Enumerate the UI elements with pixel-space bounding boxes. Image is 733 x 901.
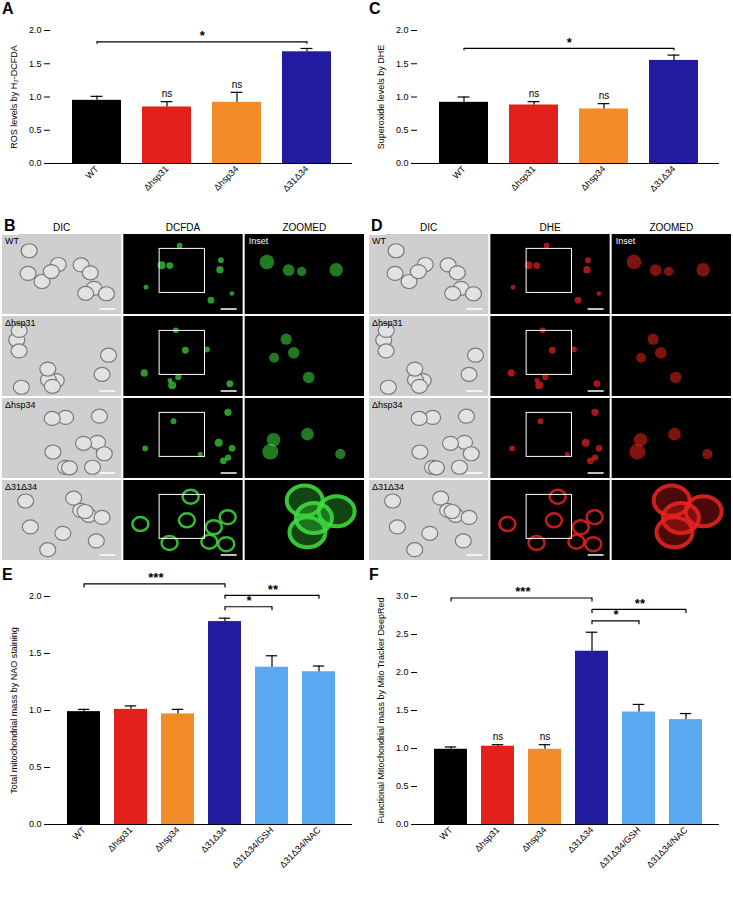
- svg-text:3.0: 3.0: [396, 591, 409, 601]
- svg-text:WT: WT: [5, 236, 19, 246]
- svg-text:ZOOMED: ZOOMED: [282, 222, 326, 233]
- svg-text:***: ***: [148, 570, 164, 585]
- svg-text:DIC: DIC: [53, 222, 70, 233]
- svg-text:Δhsp34: Δhsp34: [212, 164, 241, 193]
- svg-text:Δhsp31: Δhsp31: [5, 318, 36, 328]
- svg-text:1.5: 1.5: [29, 648, 42, 658]
- svg-text:1.0: 1.0: [29, 92, 42, 102]
- svg-text:*: *: [567, 35, 573, 50]
- svg-text:Δhsp31: Δhsp31: [473, 825, 502, 854]
- svg-text:DCFDA: DCFDA: [166, 222, 201, 233]
- svg-text:Δ31Δ34: Δ31Δ34: [199, 825, 229, 855]
- svg-text:Δhsp34: Δhsp34: [579, 164, 608, 193]
- svg-text:ns: ns: [232, 79, 243, 90]
- svg-text:Functional Mitochondrial mass: Functional Mitochondrial mass by Mito Tr…: [376, 597, 386, 823]
- svg-text:Δhsp31: Δhsp31: [106, 825, 135, 854]
- svg-text:Superoxide levels by DHE: Superoxide levels by DHE: [376, 45, 386, 150]
- svg-text:1.0: 1.0: [396, 743, 409, 753]
- html-text:F: F: [369, 566, 379, 583]
- svg-text:WT: WT: [372, 236, 386, 246]
- svg-text:Δhsp34: Δhsp34: [153, 825, 182, 854]
- svg-text:1.5: 1.5: [29, 59, 42, 69]
- svg-text:2.0: 2.0: [29, 25, 42, 35]
- svg-text:Δhsp34: Δhsp34: [372, 400, 403, 410]
- svg-text:Δhsp34: Δhsp34: [520, 825, 549, 854]
- svg-text:**: **: [635, 596, 646, 611]
- svg-text:Δ31Δ34/GSH: Δ31Δ34/GSH: [230, 825, 275, 870]
- svg-text:Total mitochondrial mass by NA: Total mitochondrial mass by NAO staining: [9, 627, 19, 794]
- svg-text:*: *: [246, 593, 252, 608]
- svg-text:Δ31Δ34/NAC: Δ31Δ34/NAC: [645, 825, 690, 870]
- svg-text:*: *: [200, 28, 206, 43]
- svg-text:ns: ns: [540, 731, 551, 742]
- html-text:B: B: [4, 217, 16, 234]
- svg-text:2.0: 2.0: [396, 667, 409, 677]
- svg-text:DHE: DHE: [539, 222, 560, 233]
- svg-text:0.0: 0.0: [29, 819, 42, 829]
- svg-text:ROS levels by H₂-DCFDA: ROS levels by H₂-DCFDA: [9, 45, 19, 149]
- svg-text:2.0: 2.0: [396, 25, 409, 35]
- svg-text:ns: ns: [162, 88, 173, 99]
- svg-text:WT: WT: [83, 164, 100, 181]
- html-text:A: A: [2, 0, 14, 17]
- svg-text:0.0: 0.0: [396, 819, 409, 829]
- svg-text:Inset: Inset: [249, 236, 269, 246]
- svg-text:Δhsp31: Δhsp31: [142, 164, 171, 193]
- svg-text:ns: ns: [529, 88, 540, 99]
- svg-text:ns: ns: [493, 731, 504, 742]
- svg-text:Δ31Δ34: Δ31Δ34: [372, 482, 404, 492]
- svg-text:Δ31Δ34: Δ31Δ34: [281, 164, 311, 194]
- svg-text:Δ31Δ34: Δ31Δ34: [5, 482, 37, 492]
- svg-text:**: **: [268, 582, 279, 597]
- svg-text:0.0: 0.0: [29, 158, 42, 168]
- svg-text:1.0: 1.0: [396, 92, 409, 102]
- svg-text:Δhsp31: Δhsp31: [372, 318, 403, 328]
- svg-text:0.5: 0.5: [29, 762, 42, 772]
- html-text:C: C: [369, 0, 381, 17]
- svg-text:Δhsp31: Δhsp31: [509, 164, 538, 193]
- svg-text:0.0: 0.0: [396, 158, 409, 168]
- svg-text:Δ31Δ34/NAC: Δ31Δ34/NAC: [278, 825, 323, 870]
- html-text:E: E: [2, 566, 13, 583]
- svg-text:2.5: 2.5: [396, 629, 409, 639]
- html-text:D: D: [371, 217, 383, 234]
- svg-text:1.0: 1.0: [29, 705, 42, 715]
- svg-text:ns: ns: [599, 90, 610, 101]
- svg-text:DIC: DIC: [420, 222, 437, 233]
- svg-text:0.5: 0.5: [29, 125, 42, 135]
- svg-text:1.5: 1.5: [396, 705, 409, 715]
- svg-text:Δ31Δ34/GSH: Δ31Δ34/GSH: [597, 825, 642, 870]
- svg-text:Inset: Inset: [616, 236, 636, 246]
- svg-text:*: *: [613, 607, 619, 622]
- svg-text:WT: WT: [450, 164, 467, 181]
- svg-text:ZOOMED: ZOOMED: [649, 222, 693, 233]
- svg-text:Δ31Δ34: Δ31Δ34: [566, 825, 596, 855]
- svg-text:2.0: 2.0: [29, 591, 42, 601]
- svg-text:WT: WT: [437, 825, 454, 842]
- svg-text:***: ***: [515, 584, 531, 599]
- svg-text:0.5: 0.5: [396, 781, 409, 791]
- svg-text:Δhsp34: Δhsp34: [5, 400, 36, 410]
- svg-text:1.5: 1.5: [396, 59, 409, 69]
- svg-text:0.5: 0.5: [396, 125, 409, 135]
- svg-text:WT: WT: [70, 825, 87, 842]
- svg-text:Δ31Δ34: Δ31Δ34: [648, 164, 678, 194]
